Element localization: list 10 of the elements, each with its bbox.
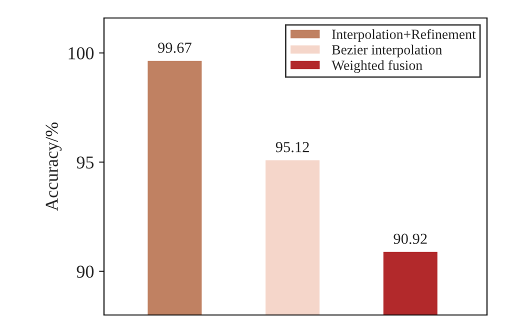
data-label: 99.67	[158, 42, 192, 53]
y-axis-title: Accuracy/%	[46, 122, 62, 211]
data-label: 90.92	[394, 234, 427, 244]
y-tick-label: 100	[68, 47, 94, 60]
y-tick-label: 90	[76, 266, 94, 278]
legend-label: Bezier interpolation	[332, 44, 442, 58]
data-label: 95.12	[276, 142, 309, 152]
legend-label: Weighted fusion	[332, 60, 422, 73]
y-tick-label: 95	[76, 156, 94, 169]
legend-label: Interpolation+Refinement	[332, 29, 476, 42]
